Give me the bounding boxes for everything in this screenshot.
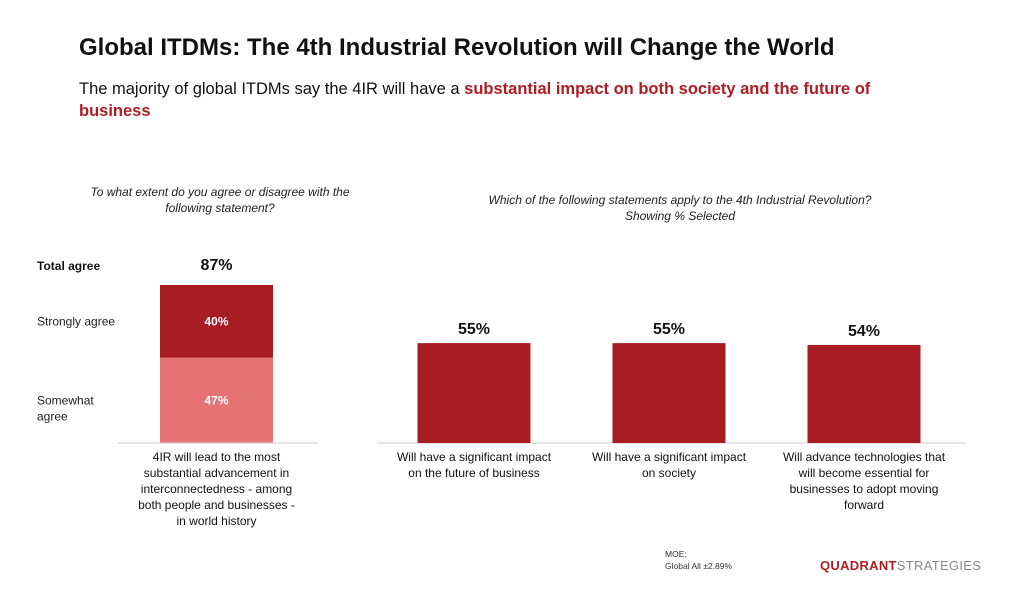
chart-title: Global ITDMs: The 4th Industrial Revolut… — [79, 34, 835, 61]
legend-somewhat-agree: Somewhat — [37, 393, 94, 407]
moe-title: MOE: — [665, 549, 687, 559]
subtitle-highlight: substantial impact on both society and t… — [79, 80, 871, 120]
left-category-label: 4IR will lead to the most substantial adv… — [138, 450, 295, 528]
bar-3-category-label: Will advance technologies that will becom… — [783, 450, 946, 512]
legend-strongly-agree: Strongly agree — [37, 314, 115, 328]
right-chart-question-text: Which of the following statements apply … — [488, 193, 872, 207]
left-chart-question: To what extent do you agree or disagree … — [90, 185, 350, 215]
bar-3-value-label: 54% — [848, 323, 880, 340]
legend-somewhat-agree-line2: agree — [37, 409, 68, 423]
margin-of-error: MOE: Global All ±2.89% — [665, 548, 732, 572]
bar-1-value-label: 55% — [458, 321, 490, 338]
bar-somewhat-agree-label: 47% — [204, 393, 228, 407]
chart-subtitle: The majority of global ITDMs say the 4IR… — [79, 78, 939, 122]
bar-1 — [417, 343, 531, 443]
bar-3 — [807, 344, 921, 443]
brand-name-strategies: STRATEGIES — [896, 558, 982, 573]
right-chart-question: Which of the following statements apply … — [410, 192, 950, 224]
bar-1-category-label: Will have a significant impact on the fut… — [397, 450, 552, 480]
bar-strongly-agree-label: 40% — [204, 314, 228, 328]
bar-somewhat-agree — [160, 357, 273, 443]
right-chart-question-note: Showing % Selected — [624, 209, 736, 223]
total-agree-label: 87% — [200, 257, 232, 274]
bar-strongly-agree — [160, 285, 273, 358]
subtitle-text: The majority of global ITDMs say the 4IR… — [79, 80, 465, 98]
brand-name-quadrant: QUADRANT — [820, 558, 897, 573]
bar-2-value-label: 55% — [653, 321, 685, 338]
brand-logo: QUADRANTSTRATEGIES — [820, 558, 981, 573]
legend-total-agree: Total agree — [37, 259, 100, 273]
bar-2 — [612, 343, 726, 443]
bar-2-category-label: Will have a significant impact on society — [592, 450, 747, 480]
moe-value: Global All ±2.89% — [665, 561, 733, 571]
